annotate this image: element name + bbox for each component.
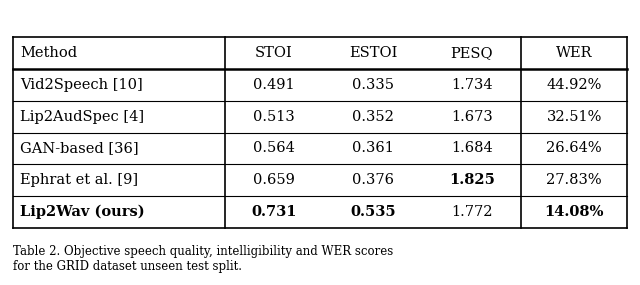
Text: 1.684: 1.684	[451, 141, 493, 155]
Text: Ephrat et al. [9]: Ephrat et al. [9]	[20, 173, 139, 187]
Text: 0.376: 0.376	[352, 173, 394, 187]
Text: Lip2Wav (ours): Lip2Wav (ours)	[20, 205, 145, 219]
Text: 0.564: 0.564	[253, 141, 295, 155]
Text: 1.734: 1.734	[451, 78, 493, 92]
Text: GAN-based [36]: GAN-based [36]	[20, 141, 139, 155]
Text: 0.352: 0.352	[352, 110, 394, 124]
Text: 0.535: 0.535	[350, 205, 396, 219]
Text: Vid2Speech [10]: Vid2Speech [10]	[20, 78, 143, 92]
Text: 32.51%: 32.51%	[547, 110, 602, 124]
Text: 0.335: 0.335	[352, 78, 394, 92]
Text: 1.772: 1.772	[451, 205, 493, 219]
Text: 27.83%: 27.83%	[547, 173, 602, 187]
Text: WER: WER	[556, 46, 593, 60]
Text: Method: Method	[20, 46, 77, 60]
Text: 0.513: 0.513	[253, 110, 295, 124]
Text: ESTOI: ESTOI	[349, 46, 397, 60]
Text: 44.92%: 44.92%	[547, 78, 602, 92]
Text: 0.491: 0.491	[253, 78, 295, 92]
Text: 14.08%: 14.08%	[545, 205, 604, 219]
Text: 0.731: 0.731	[252, 205, 297, 219]
Text: 0.361: 0.361	[352, 141, 394, 155]
Text: PESQ: PESQ	[451, 46, 493, 60]
Text: 0.659: 0.659	[253, 173, 295, 187]
Text: 1.673: 1.673	[451, 110, 493, 124]
Text: Table 2. Objective speech quality, intelligibility and WER scores
for the GRID d: Table 2. Objective speech quality, intel…	[13, 245, 393, 273]
Text: 26.64%: 26.64%	[547, 141, 602, 155]
Text: 1.825: 1.825	[449, 173, 495, 187]
Text: STOI: STOI	[255, 46, 293, 60]
Text: Lip2AudSpec [4]: Lip2AudSpec [4]	[20, 110, 145, 124]
